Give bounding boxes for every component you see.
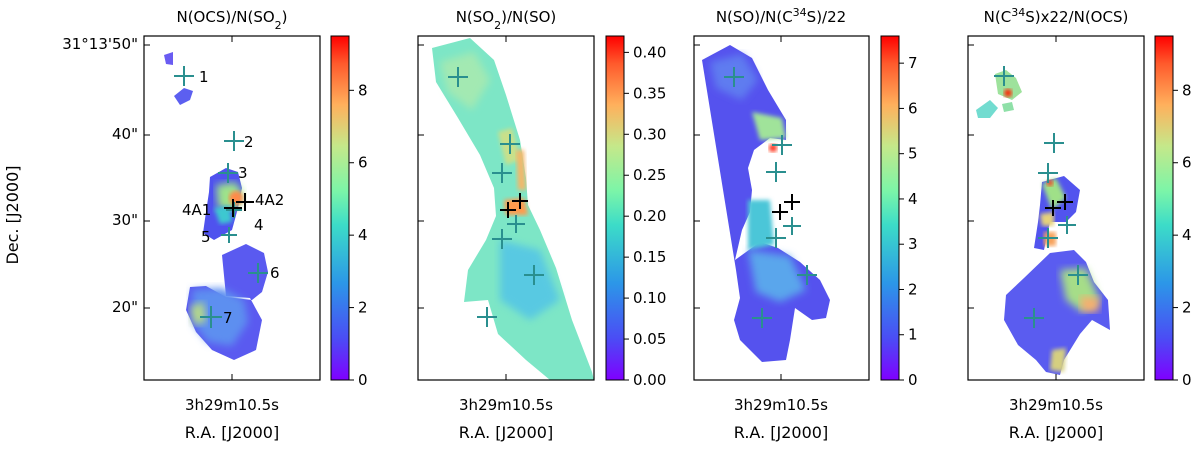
ra-tick-label: 3h29m10.5s (185, 396, 279, 414)
colorbar-tick-label: 0.00 (633, 371, 666, 389)
source-markers (994, 66, 1088, 328)
ra-axis-label: R.A. [J2000] (1009, 423, 1103, 442)
source-labels: 1 2 3 4A1 4A2 4 5 6 7 (182, 68, 284, 327)
colorbar-tick-label: 8 (358, 81, 368, 99)
ra-tick-label: 3h29m10.5s (459, 396, 553, 414)
ra-tick-label: 3h29m10.5s (734, 396, 828, 414)
colorbar-tick-label: 0.25 (633, 166, 666, 184)
svg-text:2: 2 (244, 133, 254, 151)
panel-1-title: N(OCS)/N(SO2) (176, 8, 287, 32)
ra-tick-label: 3h29m10.5s (1009, 396, 1103, 414)
dec-tick-label: 20" (112, 298, 138, 316)
colorbar-3: 0 1 2 3 4 5 6 7 (880, 35, 918, 389)
colorbar-tick-label: 2 (358, 299, 368, 317)
panel-4-map (976, 70, 1110, 375)
ra-axis-label: R.A. [J2000] (734, 423, 828, 442)
colorbar-tick-label: 0 (358, 371, 368, 389)
svg-text:4A1: 4A1 (182, 201, 211, 219)
colorbar-tick-label: 8 (1182, 81, 1192, 99)
colorbar-tick-label: 0.05 (633, 330, 666, 348)
svg-text:6: 6 (270, 264, 280, 282)
svg-text:5: 5 (201, 228, 211, 246)
colorbar-tick-label: 4 (1182, 226, 1192, 244)
colorbar-1: 0 2 4 6 8 (330, 35, 368, 389)
panel-4-title: N(C34S)x22/N(OCS) (984, 6, 1129, 27)
colorbar-tick-label: 6 (358, 154, 368, 172)
colorbar-tick-label: 7 (908, 54, 918, 72)
colorbar-tick-label: 4 (358, 226, 368, 244)
source-markers (174, 66, 268, 328)
source-markers (724, 67, 817, 328)
svg-text:1: 1 (199, 68, 209, 86)
dec-ticks: 31°13'50" 40" 30" 20" (62, 35, 138, 316)
panel-2-title: N(SO2)/N(SO) (456, 8, 557, 32)
svg-text:4A2: 4A2 (255, 191, 284, 209)
colorbar-3-gradient (880, 35, 900, 381)
colorbar-tick-label: 4 (908, 190, 918, 208)
colorbar-2-gradient (605, 35, 625, 381)
dec-tick-label: 31°13'50" (62, 35, 138, 53)
colorbar-tick-label: 2 (908, 280, 918, 298)
svg-text:3: 3 (238, 164, 248, 182)
panel-3: N(SO)/N(C34S)/22 3h29m10.5 (693, 6, 870, 442)
dec-tick-label: 40" (112, 125, 138, 143)
colorbar-tick-label: 0.20 (633, 207, 666, 225)
colorbar-tick-label: 0.30 (633, 125, 666, 143)
colorbar-tick-label: 3 (908, 235, 918, 253)
colorbar-tick-label: 0.10 (633, 289, 666, 307)
dec-tick-label: 30" (112, 211, 138, 229)
panel-1-map (164, 52, 268, 360)
panel-2: N(SO2)/N(SO) 3h29m10.5s (417, 8, 595, 442)
colorbar-tick-label: 0.35 (633, 84, 666, 102)
panel-3-map (702, 45, 830, 362)
colorbar-tick-label: 6 (1182, 154, 1192, 172)
ra-axis-label: R.A. [J2000] (459, 423, 553, 442)
colorbar-tick-label: 0 (908, 371, 918, 389)
colorbar-1-gradient (330, 35, 350, 381)
colorbar-2: 0.00 0.05 0.10 0.15 0.20 0.25 0.30 0.35 0.40 (605, 35, 666, 389)
svg-text:7: 7 (223, 309, 233, 327)
panel-1: N(OCS)/N(SO2) (143, 8, 321, 442)
colorbar-4-gradient (1154, 35, 1174, 381)
colorbar-tick-label: 6 (908, 99, 918, 117)
colorbar-tick-label: 5 (908, 145, 918, 163)
panel-4: N(C34S)x22/N(OCS) (967, 6, 1145, 442)
colorbar-tick-label: 0 (1182, 371, 1192, 389)
colorbar-tick-label: 1 (908, 326, 918, 344)
colorbar-tick-label: 0.40 (633, 43, 666, 61)
source-markers (448, 67, 544, 327)
colorbar-4: 0 2 4 6 8 (1154, 35, 1192, 389)
dec-axis-label: Dec. [J2000] (3, 165, 22, 264)
panel-3-title: N(SO)/N(C34S)/22 (716, 6, 846, 27)
colorbar-tick-label: 0.15 (633, 248, 666, 266)
colorbar-tick-label: 2 (1182, 299, 1192, 317)
ra-axis-label: R.A. [J2000] (185, 423, 279, 442)
svg-text:4: 4 (254, 216, 264, 234)
